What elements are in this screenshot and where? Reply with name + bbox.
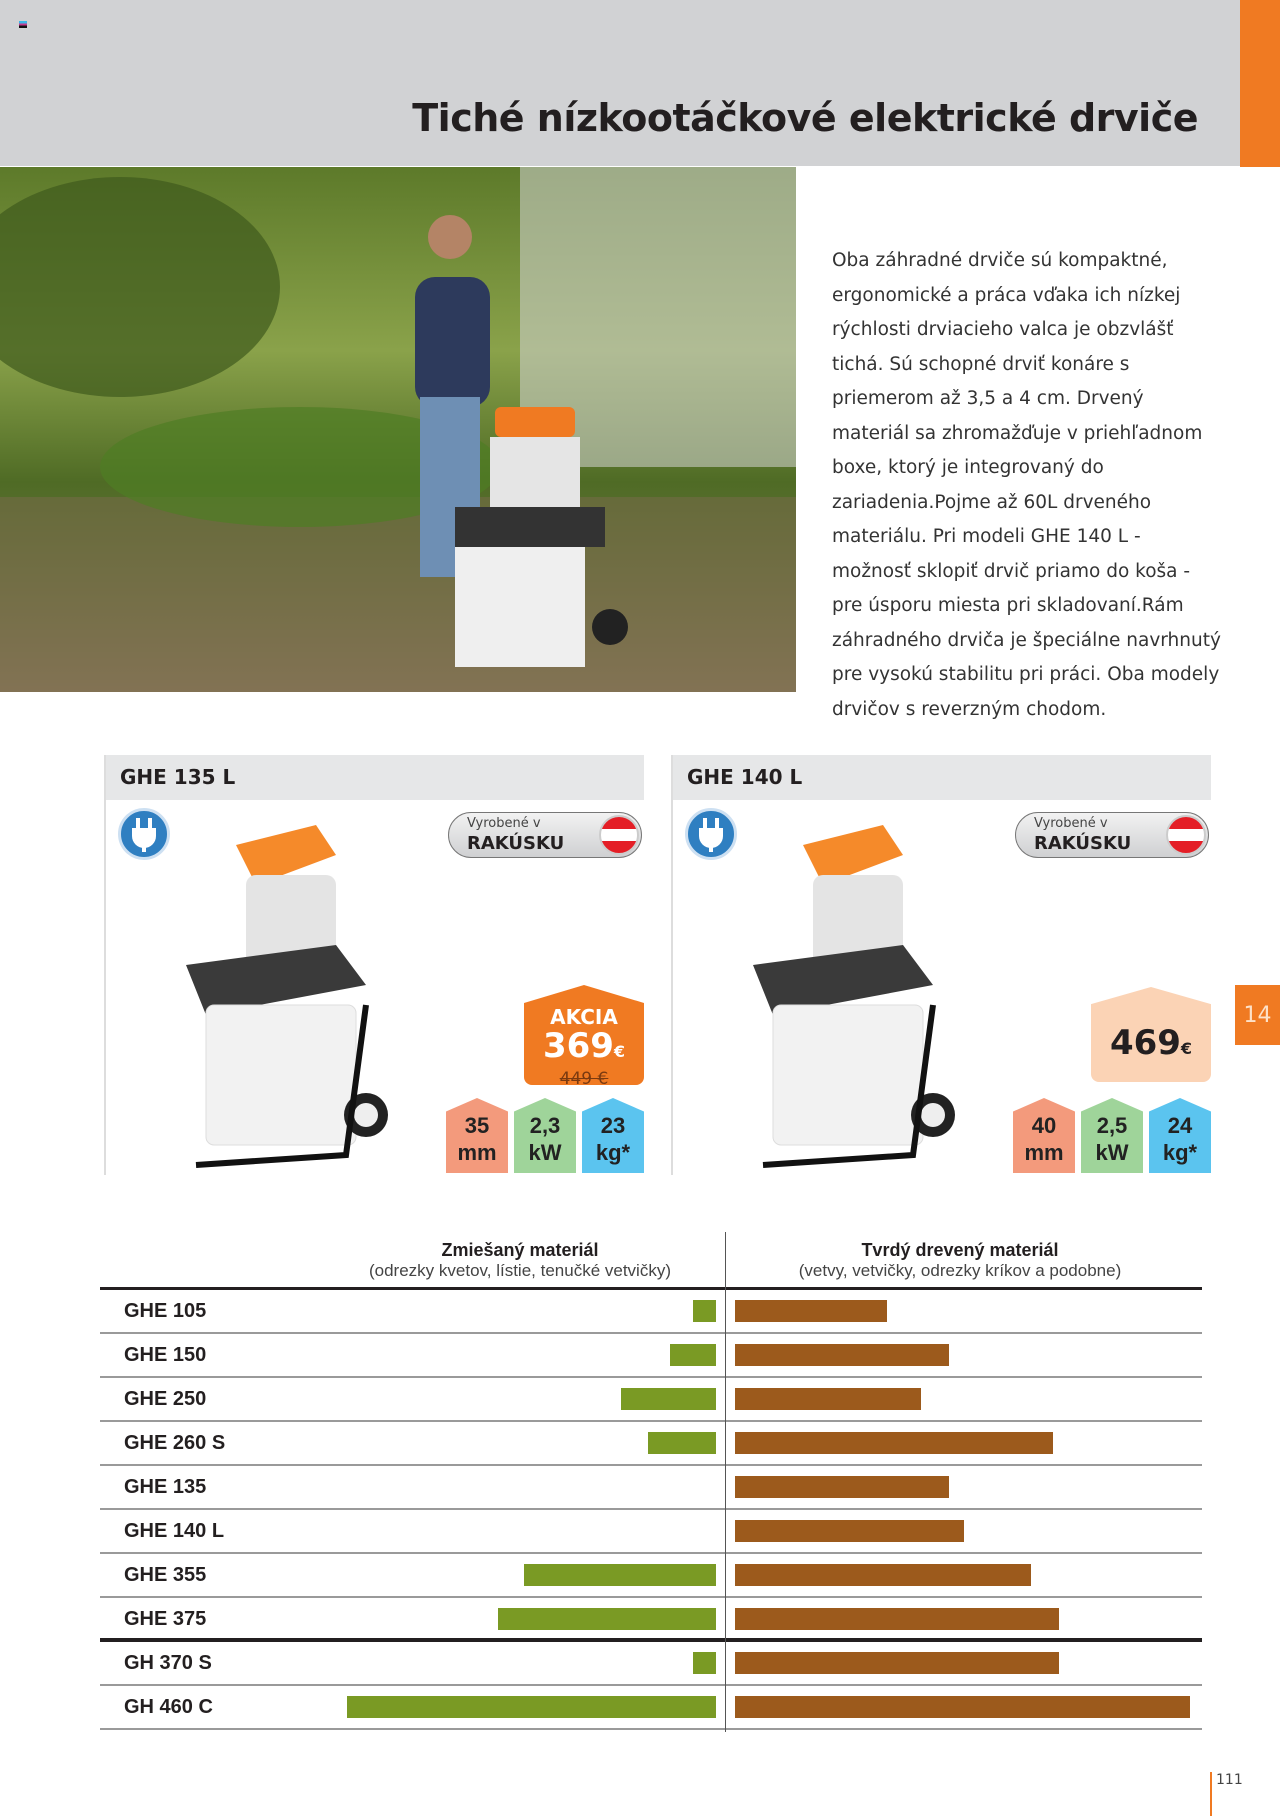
table-row: GHE 150: [100, 1334, 1202, 1378]
made-in-country: RAKÚSKU: [1034, 833, 1132, 854]
product-name: GHE 135 L: [106, 755, 644, 800]
mixed-material-bar: [692, 1652, 716, 1674]
spec-value: 2,3: [529, 1113, 561, 1138]
model-label: GHE 375: [124, 1608, 207, 1630]
table-row: GHE 105: [100, 1290, 1202, 1334]
price-currency: €: [1180, 1039, 1193, 1058]
price-currency: €: [613, 1042, 626, 1061]
table-row: GHE 140 L: [100, 1510, 1202, 1554]
hero-photo: [0, 167, 796, 692]
spec-unit: mm: [1024, 1140, 1064, 1165]
table-row: GHE 355: [100, 1554, 1202, 1598]
comparison-chart: Zmiešaný materiál (odrezky kvetov, lístie…: [100, 1232, 1202, 1732]
wood-material-bar: [735, 1696, 1191, 1718]
wood-material-bar: [735, 1432, 1054, 1454]
spec-unit: kW: [1095, 1140, 1129, 1165]
header-rule: [100, 1287, 1202, 1290]
sale-price-badge: AKCIA 369€ 449 €: [524, 985, 644, 1085]
promo-label: AKCIA: [550, 1005, 618, 1029]
center-divider: [725, 1232, 726, 1732]
wood-material-bar: [735, 1564, 1032, 1586]
model-label: GHE 355: [124, 1564, 207, 1586]
spec-unit: kg*: [1162, 1140, 1198, 1165]
spec-weight: 24 kg*: [1149, 1098, 1211, 1173]
model-label: GH 370 S: [124, 1652, 212, 1674]
wood-material-bar: [735, 1608, 1060, 1630]
made-in-label: Vyrobené v: [1034, 816, 1108, 831]
column-subtitle: (odrezky kvetov, lístie, tenučké vetvičk…: [368, 1261, 671, 1280]
spec-power: 2,3 kW: [514, 1098, 576, 1173]
table-row: GH 370 S: [100, 1642, 1202, 1686]
page-title: Tiché nízkootáčkové elektrické drviče: [412, 96, 1198, 140]
electric-plug-icon: [118, 808, 170, 860]
made-in-country: RAKÚSKU: [467, 833, 565, 854]
mixed-material-bar: [692, 1300, 716, 1322]
wood-material-bar: [735, 1300, 887, 1322]
spec-unit: kg*: [595, 1140, 631, 1165]
model-label: GHE 140 L: [124, 1520, 225, 1542]
accent-bar: [1240, 0, 1280, 167]
column-subtitle: (vetvy, vetvičky, odrezky kríkov a podob…: [798, 1261, 1122, 1280]
mixed-material-bar: [346, 1696, 716, 1718]
column-title: Tvrdý drevený materiál: [861, 1240, 1059, 1260]
price-value: 469: [1109, 1023, 1181, 1063]
model-label: GHE 135: [124, 1476, 207, 1498]
wood-material-bar: [735, 1520, 965, 1542]
column-header-mixed: Zmiešaný materiál (odrezky kvetov, lístie…: [315, 1240, 725, 1281]
mixed-material-bar: [498, 1608, 716, 1630]
table-row: GHE 135: [100, 1466, 1202, 1510]
wood-material-bar: [735, 1476, 950, 1498]
spec-unit: kW: [528, 1140, 562, 1165]
wood-material-bar: [735, 1652, 1060, 1674]
column-title: Zmiešaný materiál: [441, 1240, 599, 1260]
product-card-ghe-140-l: GHE 140 L Vyrobené v RAKÚSKU 469€ 40 mm 2…: [671, 755, 1211, 1175]
made-in-austria-badge: Vyrobené v RAKÚSKU: [1015, 812, 1209, 858]
austria-flag-icon: [1166, 815, 1206, 855]
shredder-image: [186, 825, 388, 1168]
price-badge: 469€: [1091, 987, 1211, 1082]
spec-value: 40: [1031, 1113, 1057, 1138]
wood-material-bar: [735, 1344, 950, 1366]
model-label: GHE 150: [124, 1344, 207, 1366]
spec-unit: mm: [457, 1140, 497, 1165]
model-label: GHE 250: [124, 1388, 207, 1410]
spec-value: 35: [464, 1113, 490, 1138]
made-in-austria-badge: Vyrobené v RAKÚSKU: [448, 812, 642, 858]
mixed-material-bar: [647, 1432, 716, 1454]
table-row: GH 460 C: [100, 1686, 1202, 1730]
spec-diameter: 35 mm: [446, 1098, 508, 1173]
mixed-material-bar: [621, 1388, 716, 1410]
page-number: 111: [1210, 1772, 1243, 1816]
description-text: Oba záhradné drviče sú kompaktné, ergono…: [832, 250, 1221, 720]
model-label: GHE 260 S: [124, 1432, 226, 1454]
print-color-marks: [19, 21, 27, 28]
spec-diameter: 40 mm: [1013, 1098, 1075, 1173]
spec-value: 23: [600, 1113, 626, 1138]
spec-power: 2,5 kW: [1081, 1098, 1143, 1173]
mixed-material-bar: [523, 1564, 716, 1586]
spec-value: 2,5: [1096, 1113, 1128, 1138]
table-row: GHE 260 S: [100, 1422, 1202, 1466]
model-label: GH 460 C: [124, 1696, 213, 1718]
old-price: 449 €: [559, 1069, 609, 1089]
wood-material-bar: [735, 1388, 922, 1410]
table-row: GHE 375: [100, 1598, 1202, 1642]
mixed-material-bar: [669, 1344, 716, 1366]
table-row: GHE 250: [100, 1378, 1202, 1422]
section-tab[interactable]: 14: [1235, 985, 1280, 1045]
austria-flag-icon: [599, 815, 639, 855]
price-value: 369: [542, 1026, 614, 1066]
spec-value: 24: [1167, 1113, 1193, 1138]
spec-weight: 23 kg*: [582, 1098, 644, 1173]
header-band: [0, 0, 1240, 166]
product-name: GHE 140 L: [673, 755, 1211, 800]
model-label: GHE 105: [124, 1300, 207, 1322]
shredder-image: [753, 825, 955, 1168]
column-header-wood: Tvrdý drevený materiál (vetvy, vetvičky, …: [760, 1240, 1160, 1281]
made-in-label: Vyrobené v: [467, 816, 541, 831]
electric-plug-icon: [685, 808, 737, 860]
product-card-ghe-135-l: GHE 135 L Vyrobené v RAKÚSKU AKCIA 369€ …: [104, 755, 644, 1175]
